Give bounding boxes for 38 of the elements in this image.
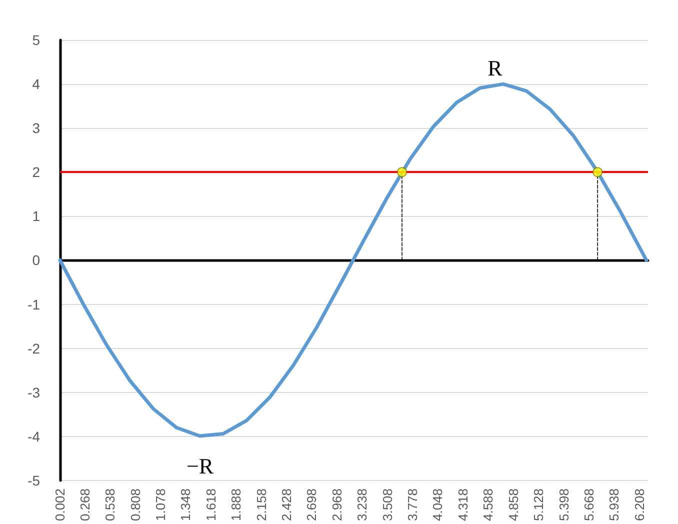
x-tick-label: 5.398 [556,488,572,522]
y-tick-label: -3 [28,384,40,400]
x-tick-label: 4.048 [430,488,446,522]
x-tick-label: 1.348 [178,488,194,522]
x-tick-label: 5.668 [581,488,596,522]
x-tick-label: 5.938 [606,488,622,522]
x-tick-label: 4.318 [455,488,470,522]
x-tick-label: 3.238 [354,488,370,522]
x-tick-label: 1.618 [203,488,218,522]
x-tick-label: 2.158 [254,488,269,522]
x-tick-label: 2.968 [329,488,344,522]
x-tick-label: 5.128 [531,488,546,522]
y-tick-label: 1 [32,208,40,224]
annotation: −R [186,454,214,478]
y-tick-label: -1 [28,296,40,312]
y-tick-label: 0 [32,252,40,268]
x-tick-label: 0.808 [128,488,143,522]
x-tick-label: 0.268 [77,488,92,522]
x-tick-label: 3.508 [380,488,395,522]
line-series [58,82,648,438]
x-tick-label: 0.002 [52,488,68,522]
x-tick-label: 0.538 [102,488,118,522]
y-tick-label: -4 [28,428,40,444]
annotation: R [488,56,503,80]
x-tick-label: 2.698 [304,488,320,522]
y-tick-label: 4 [32,76,40,92]
x-tick-label: 2.428 [279,488,294,522]
y-tick-label: 5 [32,32,40,48]
y-tick-label: -2 [28,340,40,356]
x-tick-label: 4.858 [506,488,521,522]
x-tick-label: 4.588 [480,488,496,522]
y-tick-label: 2 [32,164,40,180]
x-tick-label: 1.078 [152,488,168,522]
x-tick-label: 6.208 [632,488,647,522]
x-tick-label: 3.778 [405,488,420,522]
x-tick-label: 1.888 [228,488,244,522]
y-tick-label: -5 [28,472,40,488]
y-tick-label: 3 [32,120,40,136]
